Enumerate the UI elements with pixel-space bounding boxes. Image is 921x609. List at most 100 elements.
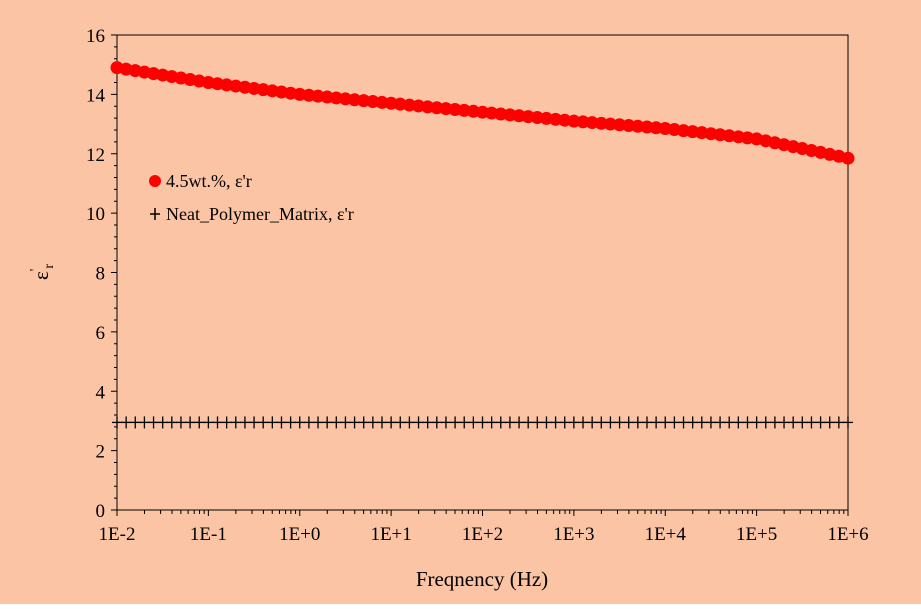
data-point [660, 416, 671, 429]
x-tick-label: 1E+1 [370, 524, 411, 545]
data-point [440, 416, 451, 429]
y-tick-label: 0 [96, 501, 106, 522]
data-point [157, 416, 168, 429]
data-point [578, 416, 589, 429]
data-point [175, 416, 186, 429]
data-point [194, 416, 205, 429]
data-point [413, 416, 424, 429]
data-point [678, 416, 689, 429]
data-point [696, 416, 707, 429]
data-point [614, 416, 625, 429]
legend-label-series-1: 4.5wt.%, ε'r [166, 171, 252, 191]
data-point [121, 416, 132, 429]
data-point [806, 416, 817, 429]
y-tick-label: 12 [86, 145, 105, 166]
data-point [185, 416, 196, 429]
data-point [148, 416, 159, 429]
data-point [596, 416, 607, 429]
data-point [358, 416, 369, 429]
data-point [824, 416, 835, 429]
data-point [687, 416, 698, 429]
data-point [843, 416, 853, 429]
data-point [322, 416, 333, 429]
data-point [331, 416, 342, 429]
data-point [523, 416, 534, 429]
data-point [724, 416, 735, 429]
data-point [669, 416, 680, 429]
data-point [431, 416, 442, 429]
y-tick-label: 8 [96, 264, 106, 285]
data-point [267, 416, 278, 429]
legend-marker-plus [150, 208, 160, 220]
data-point [760, 416, 771, 429]
data-point [239, 416, 250, 429]
x-axis-label: Freqnency (Hz) [416, 567, 548, 591]
data-point [559, 416, 570, 429]
series-1 [110, 61, 855, 165]
data-point [221, 416, 232, 429]
data-point [568, 416, 579, 429]
data-point [742, 416, 753, 429]
data-point [705, 416, 716, 429]
data-point [779, 416, 790, 429]
y-tick-label: 6 [96, 323, 106, 344]
data-point [395, 416, 406, 429]
data-point [841, 151, 855, 165]
data-point [514, 416, 525, 429]
data-point [166, 416, 177, 429]
data-point [532, 416, 543, 429]
legend: 4.5wt.%, ε'r Neat_Polymer_Matrix, ε'r [149, 171, 354, 224]
data-point [367, 416, 378, 429]
data-point [815, 416, 826, 429]
data-point [468, 416, 479, 429]
y-tick-labels: 0 2 4 6 8 10 12 14 16 [86, 26, 106, 522]
x-tick-label: 1E-2 [99, 524, 136, 545]
x-tick-labels: 1E-2 1E-1 1E+0 1E+1 1E+2 1E+3 1E+4 1E+5 1E+6 [99, 524, 869, 545]
y-axis-label: ε'r [28, 264, 57, 280]
data-point [495, 416, 506, 429]
data-point [733, 416, 744, 429]
data-point [340, 416, 351, 429]
x-tick-label: 1E+6 [827, 524, 868, 545]
data-point [550, 416, 561, 429]
y-tick-label: 10 [86, 204, 105, 225]
data-point [459, 416, 470, 429]
data-point [769, 416, 780, 429]
x-tick-label: 1E+5 [736, 524, 777, 545]
data-point [349, 416, 360, 429]
data-point [486, 416, 497, 429]
axis-ticks [111, 34, 849, 516]
legend-marker-circle [149, 175, 161, 187]
data-point [651, 416, 662, 429]
data-point [313, 416, 324, 429]
data-point [450, 416, 461, 429]
legend-label-series-2: Neat_Polymer_Matrix, ε'r [166, 204, 354, 224]
y-axis-label-sup: ' [28, 269, 43, 272]
data-point [276, 416, 287, 429]
data-point [477, 416, 488, 429]
data-point [212, 416, 223, 429]
data-point [641, 416, 652, 429]
data-point [139, 416, 150, 429]
data-point [587, 416, 598, 429]
data-point [230, 416, 241, 429]
series-2 [112, 416, 853, 429]
data-point [130, 416, 141, 429]
y-tick-label: 14 [86, 85, 106, 106]
x-tick-label: 1E+2 [462, 524, 503, 545]
data-point [797, 416, 808, 429]
x-tick-label: 1E-1 [190, 524, 227, 545]
data-point [376, 416, 387, 429]
data-point [632, 416, 643, 429]
data-point [422, 416, 433, 429]
y-axis-label-sub: r [42, 264, 57, 269]
data-point [605, 416, 616, 429]
data-point [303, 416, 314, 429]
y-tick-label: 16 [86, 26, 105, 47]
data-point [751, 416, 762, 429]
data-point [249, 416, 260, 429]
x-tick-label: 1E+3 [553, 524, 594, 545]
